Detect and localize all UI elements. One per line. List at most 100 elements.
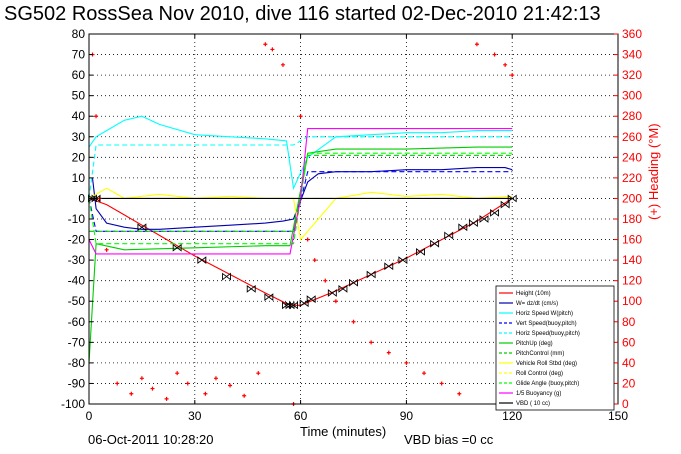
y-tick-label: -30 [68, 253, 86, 267]
height-marker [468, 219, 478, 228]
y-tick-label: 20 [72, 150, 86, 164]
y-tick-label: -40 [68, 274, 86, 288]
y2-tick-label: 160 [622, 233, 642, 247]
heading-marker [305, 237, 310, 242]
y-tick-label: 0 [78, 191, 85, 205]
legend-entry: PitchUp (deg) [516, 341, 553, 347]
height-marker [479, 215, 489, 223]
y-tick-label: 30 [72, 130, 86, 144]
legend-entry: Horiz Speed(buoy,pitch) [516, 331, 580, 337]
heading-marker [298, 114, 303, 119]
heading-marker [203, 391, 208, 396]
height-markers [88, 194, 517, 310]
height-marker [264, 293, 274, 302]
series-layer [88, 42, 517, 406]
heading-marker [369, 340, 374, 345]
heading-marker [323, 278, 328, 283]
heading-marker [404, 360, 409, 365]
y2-tick-label: 340 [622, 48, 642, 62]
footer-bias: VBD bias =0 cc [404, 432, 494, 447]
height-marker [366, 270, 376, 279]
height-marker [289, 301, 298, 310]
series-line [88, 136, 513, 199]
heading-marker [510, 73, 515, 78]
series-line [91, 167, 513, 230]
heading-marker [386, 350, 391, 355]
x-tick-label: 0 [86, 409, 93, 423]
legend: Height (10m) W= dz/dt (cm/s) Horiz Speed W… [495, 285, 615, 411]
y-tick-label: 60 [72, 68, 86, 82]
height-marker [500, 200, 510, 209]
height-marker [430, 239, 440, 248]
legend-entry: Height (10m) [516, 291, 551, 297]
height-marker [246, 284, 256, 293]
y2-tick-label: 180 [622, 212, 642, 226]
y2-tick-label: 260 [622, 130, 642, 144]
height-marker [384, 262, 394, 271]
height-marker [137, 223, 147, 232]
height-marker [222, 272, 231, 281]
y2-tick-label: 80 [622, 315, 636, 329]
series-line [88, 115, 513, 191]
y2-axis-label: (+) Heading (°M) [646, 123, 661, 220]
series-line [88, 171, 513, 232]
height-marker [398, 256, 408, 265]
heading-marker [256, 371, 261, 376]
y2-tick-label: 120 [622, 274, 642, 288]
heading-marker [270, 47, 275, 52]
y-tick-label: -10 [68, 212, 86, 226]
x-axis-label: Time (minutes) [300, 424, 387, 439]
y-tick-label: -20 [68, 233, 86, 247]
y-tick-label: -50 [68, 294, 86, 308]
height-marker [458, 223, 468, 232]
heading-marker [213, 376, 218, 381]
heading-marker [263, 42, 268, 47]
y-tick-label: -90 [68, 376, 86, 390]
height-marker [327, 289, 337, 297]
height-marker [306, 295, 316, 304]
heading-marker [503, 62, 508, 67]
x-tick-label: 30 [188, 409, 202, 423]
heading-marker [104, 247, 109, 252]
heading-marker [97, 196, 102, 201]
heading-marker [94, 114, 99, 119]
y-tick-label: 80 [72, 27, 86, 41]
heading-marker [474, 42, 479, 47]
series-line [88, 146, 513, 363]
y-tick-label: 50 [72, 89, 86, 103]
y2-tick-label: 320 [622, 68, 642, 82]
y2-tick-label: 140 [622, 253, 642, 267]
x-tick-label: 60 [294, 409, 308, 423]
y-tick-label: -80 [68, 356, 86, 370]
height-marker [197, 256, 207, 265]
footer-date: 06-Oct-2011 10:28:20 [88, 432, 214, 447]
y2-tick-label: 280 [622, 109, 642, 123]
x-tick-label: 150 [608, 409, 628, 423]
chart-title: SG502 RossSea Nov 2010, dive 116 started… [4, 3, 601, 25]
series-line [88, 128, 513, 255]
heading-marker [492, 52, 497, 57]
legend-entry: Vert Speed(buoy,pitch) [516, 321, 577, 327]
heading-marker [351, 319, 356, 324]
legend-entry: Roll Control (deg) [516, 371, 563, 377]
legend-entry: VBD ( 10 cc) [516, 401, 550, 407]
y2-tick-label: 20 [622, 376, 636, 390]
heading-marker [422, 371, 427, 376]
legend-box [495, 285, 615, 411]
y2-tick-label: 200 [622, 191, 642, 205]
y-tick-label: -70 [68, 335, 86, 349]
heading-marker [312, 258, 317, 263]
height-marker [490, 208, 500, 217]
height-marker [299, 299, 309, 308]
y2-tick-label: 0 [622, 397, 629, 411]
heading-marker [175, 371, 180, 376]
y2-tick-label: 360 [622, 27, 642, 41]
heading-marker [115, 381, 120, 386]
heading-marker [280, 62, 285, 67]
heading-marker [164, 396, 169, 401]
y2-tick-label: 100 [622, 294, 642, 308]
x-tick-label: 90 [400, 409, 414, 423]
y-tick-label: -60 [68, 315, 86, 329]
legend-entry: PitchControl (mm) [516, 351, 564, 357]
